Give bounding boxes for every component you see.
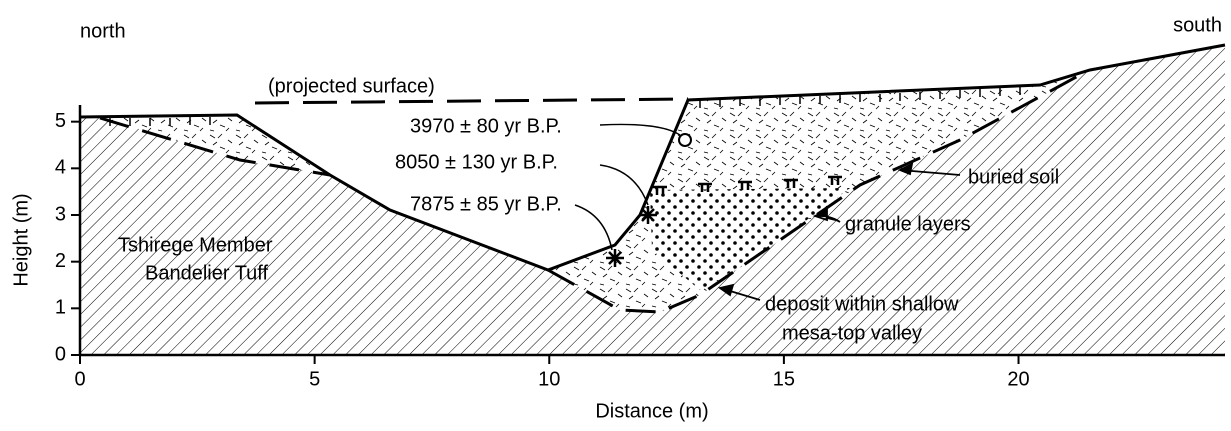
x-tick-label: 10 [538, 368, 560, 390]
x-tick-label: 15 [773, 368, 795, 390]
label: deposit within shallow [765, 293, 959, 315]
upper-deposit [100, 115, 330, 175]
y-tick-label: 4 [55, 157, 66, 179]
arrows [717, 162, 961, 301]
y-tick-label: 2 [55, 250, 66, 272]
contact [547, 73, 1081, 314]
x-tick-label: 5 [309, 368, 320, 390]
north-label: north [80, 20, 126, 42]
label: granule layers [845, 213, 971, 235]
granule-layers [650, 188, 850, 290]
x-tick-label: 20 [1007, 368, 1029, 390]
label: buried soil [968, 166, 1059, 188]
sample-star [606, 206, 657, 267]
label: 8050 ± 130 yr B.P. [395, 151, 558, 173]
ground-surface [79, 43, 1226, 272]
y-tick-label: 5 [55, 110, 66, 132]
x-axis-label: Distance (m) [595, 400, 708, 422]
south-label: south [1173, 14, 1222, 36]
projected-surface [254, 97, 689, 105]
axes [78, 105, 1225, 357]
soil-ticks [109, 87, 1021, 126]
y-tick-label: 1 [55, 297, 66, 319]
cross-section [79, 43, 1226, 355]
leaders [574, 123, 681, 251]
x-tick-label: 0 [74, 368, 85, 390]
contact [99, 116, 331, 177]
label: 3970 ± 80 yr B.P. [410, 115, 562, 137]
y-tick-label: 3 [55, 203, 66, 225]
label: Bandelier Tuff [145, 262, 268, 284]
y-tick-label: 0 [55, 343, 66, 365]
label: 7875 ± 85 yr B.P. [410, 193, 562, 215]
sample-circle [678, 133, 692, 147]
soil-symbols [653, 175, 842, 195]
label: (projected surface) [268, 75, 435, 97]
label: Tshirege Member [118, 234, 273, 256]
y-axis-label: Height (m) [10, 193, 32, 286]
label: mesa-top valley [782, 322, 922, 344]
